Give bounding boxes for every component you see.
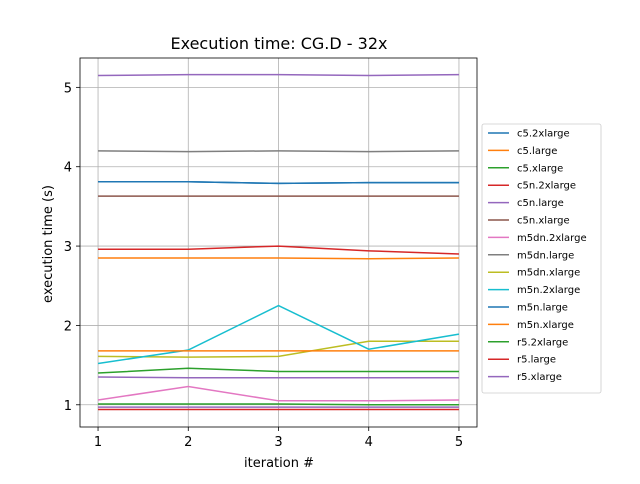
legend-label: m5n.xlarge — [517, 320, 574, 331]
legend-box — [481, 123, 602, 394]
legend-label: r5.large — [517, 355, 556, 366]
legend-label: c5n.xlarge — [517, 216, 570, 227]
x-tick-label: 2 — [184, 435, 192, 450]
series-line — [98, 73, 459, 77]
series-line — [98, 367, 459, 374]
legend-label: c5.xlarge — [517, 163, 563, 174]
series-line — [97, 304, 460, 365]
legend-label: c5n.large — [517, 198, 564, 209]
legend-label: c5.2xlarge — [517, 129, 570, 140]
x-axis-label: iteration # — [244, 456, 314, 471]
x-tick-label: 5 — [455, 435, 463, 450]
series-line — [98, 340, 459, 358]
x-tick-label: 3 — [274, 435, 282, 450]
legend-label: r5.xlarge — [517, 372, 562, 383]
legend-label: c5.large — [517, 146, 557, 157]
series-line — [98, 245, 459, 255]
legend-label: m5n.large — [517, 303, 568, 314]
legend-label: r5.2xlarge — [517, 337, 568, 348]
legend-label: m5dn.xlarge — [517, 268, 580, 279]
y-tick-label: 2 — [64, 319, 72, 334]
series-line — [98, 150, 459, 153]
series-line — [98, 181, 459, 185]
y-tick-label: 3 — [64, 240, 72, 255]
chart-title: Execution time: CG.D - 32x — [171, 34, 388, 53]
series-line — [97, 385, 459, 402]
series-line — [98, 257, 459, 260]
legend-label: m5n.2xlarge — [517, 285, 580, 296]
y-tick-label: 1 — [64, 399, 72, 414]
series-line — [98, 376, 459, 379]
legend-label: m5dn.2xlarge — [517, 233, 587, 244]
legend: c5.2xlarge c5.large c5.xlarge c5n.2xlarge c5… — [481, 123, 602, 394]
x-tick-label: 4 — [365, 435, 373, 450]
legend-label: c5n.2xlarge — [517, 181, 576, 192]
series-line — [98, 403, 459, 406]
plot-frame — [79, 57, 478, 428]
plot-area: 1 2 3 4 5 1 2 3 4 5 — [64, 57, 478, 450]
y-axis-label: execution time (s) — [41, 185, 56, 303]
x-tick-label: 1 — [94, 435, 102, 450]
y-tick-label: 5 — [64, 81, 72, 96]
y-tick-label: 4 — [64, 161, 72, 176]
legend-label: m5dn.large — [517, 250, 574, 261]
